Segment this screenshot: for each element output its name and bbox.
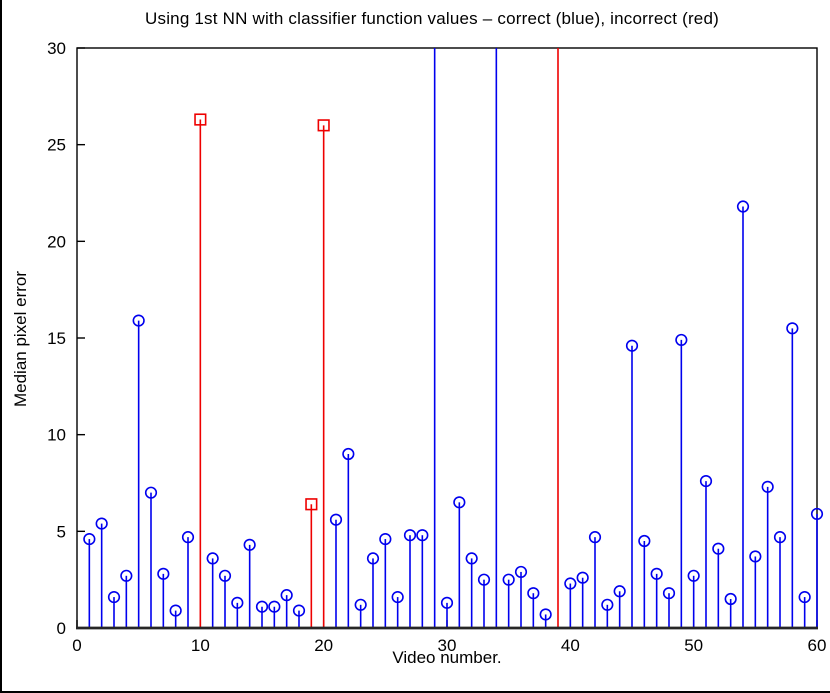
circle-marker-correct [786, 322, 799, 335]
circle-marker-correct [625, 339, 639, 352]
circle-marker-correct [650, 567, 663, 580]
circle-marker-correct [576, 571, 589, 584]
y-tick-label: 5 [57, 522, 66, 541]
circle-marker-correct [687, 569, 700, 582]
circle-marker-correct [181, 531, 195, 544]
x-tick-label: 50 [684, 636, 703, 655]
circle-marker-correct [342, 447, 355, 461]
x-axis-label: Video number. [392, 648, 502, 667]
circle-marker-correct [366, 552, 380, 565]
circle-marker-correct [83, 532, 96, 546]
circle-marker-correct [206, 552, 219, 565]
circle-marker-correct [144, 486, 158, 499]
circle-marker-correct [132, 314, 145, 327]
x-tick-label: 0 [72, 636, 81, 655]
circle-marker-correct [514, 565, 528, 579]
square-marker-incorrect [194, 113, 207, 126]
circle-marker-correct [280, 589, 293, 602]
circle-marker-correct [243, 538, 256, 551]
circle-marker-correct [527, 587, 540, 600]
x-tick-label: 30 [438, 636, 457, 655]
circle-marker-correct [403, 529, 417, 542]
circle-marker-correct [675, 333, 688, 347]
circle-marker-correct [453, 496, 466, 509]
y-tick-label: 30 [47, 39, 66, 58]
circle-marker-correct [699, 474, 713, 488]
y-tick-label: 15 [47, 329, 66, 348]
chart-title: Using 1st NN with classifier function va… [145, 9, 719, 28]
circle-marker-correct [379, 532, 392, 546]
circle-marker-correct [662, 587, 676, 600]
circle-marker-correct [95, 517, 108, 530]
circle-marker-correct [724, 592, 737, 606]
circle-marker-correct [712, 542, 725, 555]
x-tick-label: 20 [314, 636, 333, 655]
circle-marker-correct [613, 585, 626, 598]
circle-marker-correct [218, 569, 232, 582]
circle-marker-correct [761, 480, 774, 493]
circle-marker-correct [329, 513, 343, 526]
circle-marker-correct [157, 567, 170, 580]
circle-marker-correct [736, 200, 750, 213]
circle-marker-correct [539, 608, 552, 621]
circle-marker-correct [477, 573, 491, 586]
y-tick-label: 25 [47, 136, 66, 155]
circle-marker-correct [169, 604, 182, 617]
circle-marker-correct [773, 531, 787, 544]
circle-marker-correct [391, 590, 404, 604]
circle-marker-correct [231, 596, 244, 609]
circle-marker-correct [502, 573, 515, 586]
circle-marker-correct [465, 552, 478, 565]
x-tick-label: 40 [561, 636, 580, 655]
square-marker-incorrect [305, 498, 318, 511]
x-tick-label: 10 [191, 636, 210, 655]
circle-marker-correct [798, 590, 811, 604]
circle-marker-correct [255, 600, 269, 613]
circle-marker-correct [354, 598, 367, 611]
x-tick-label: 60 [808, 636, 827, 655]
y-tick-label: 10 [47, 426, 66, 445]
circle-marker-correct [638, 534, 651, 548]
circle-marker-correct [810, 507, 824, 521]
circle-marker-correct [440, 596, 454, 609]
y-tick-label: 0 [57, 619, 66, 638]
circle-marker-correct [268, 600, 281, 613]
circle-marker-correct [416, 529, 429, 542]
y-tick-label: 20 [47, 232, 66, 251]
circle-marker-correct [292, 604, 306, 617]
circle-marker-correct [588, 531, 602, 544]
circle-marker-correct [564, 577, 577, 590]
circle-marker-correct [120, 569, 133, 582]
circle-marker-correct [749, 550, 762, 563]
circle-marker-correct [107, 590, 121, 604]
square-marker-incorrect [317, 119, 330, 132]
circle-marker-correct [601, 598, 614, 611]
